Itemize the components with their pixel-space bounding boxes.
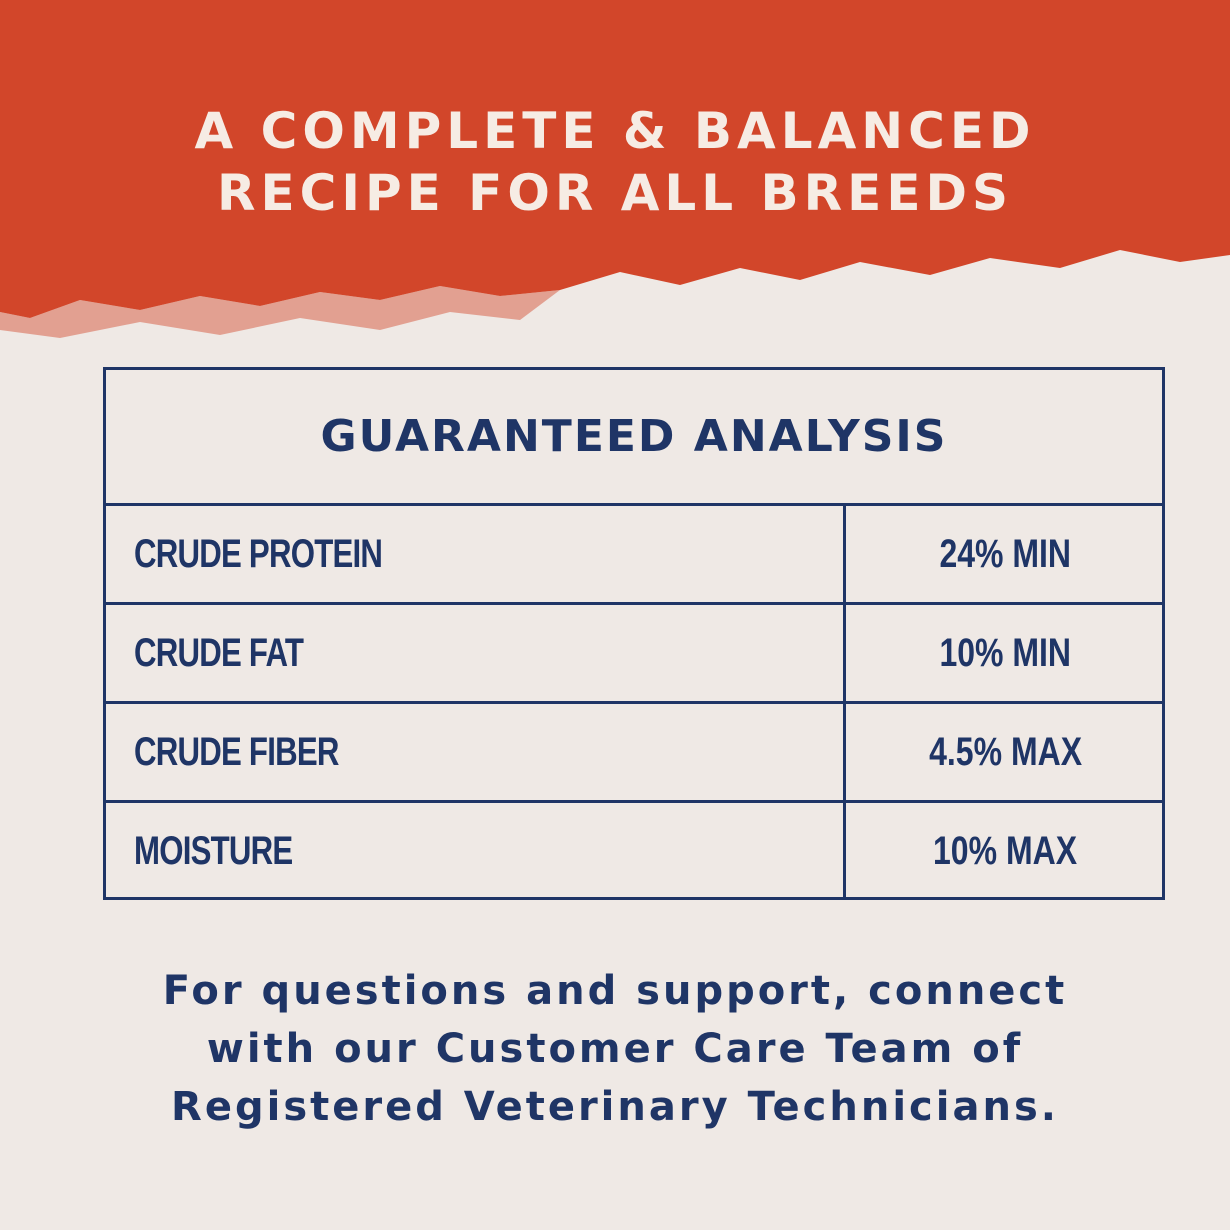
row-label: MOISTURE bbox=[134, 828, 293, 873]
headline: A COMPLETE & BALANCED RECIPE FOR ALL BRE… bbox=[0, 100, 1230, 224]
row-value: 4.5% MAX bbox=[843, 704, 1165, 800]
support-line-3: Registered Veterinary Technicians. bbox=[171, 1084, 1059, 1130]
row-label: CRUDE PROTEIN bbox=[134, 531, 383, 576]
row-label: CRUDE FAT bbox=[134, 630, 304, 675]
guaranteed-analysis-table: GUARANTEED ANALYSIS CRUDE PROTEIN 24% MI… bbox=[103, 367, 1165, 900]
table-row: CRUDE FIBER 4.5% MAX bbox=[106, 704, 1162, 803]
row-value: 10% MIN bbox=[843, 605, 1165, 701]
orange-paint-banner bbox=[0, 0, 1230, 338]
table-row: CRUDE PROTEIN 24% MIN bbox=[106, 506, 1162, 605]
headline-line-2: RECIPE FOR ALL BREEDS bbox=[217, 164, 1013, 222]
support-line-1: For questions and support, connect bbox=[162, 968, 1068, 1014]
row-value: 24% MIN bbox=[843, 506, 1165, 602]
headline-line-1: A COMPLETE & BALANCED bbox=[194, 102, 1036, 160]
table-row: CRUDE FAT 10% MIN bbox=[106, 605, 1162, 704]
table-row: MOISTURE 10% MAX bbox=[106, 803, 1162, 899]
support-message: For questions and support, connect with … bbox=[0, 962, 1230, 1136]
row-label: CRUDE FIBER bbox=[134, 729, 339, 774]
table-title: GUARANTEED ANALYSIS bbox=[106, 370, 1162, 506]
row-value: 10% MAX bbox=[843, 803, 1165, 899]
support-line-2: with our Customer Care Team of bbox=[206, 1026, 1024, 1072]
